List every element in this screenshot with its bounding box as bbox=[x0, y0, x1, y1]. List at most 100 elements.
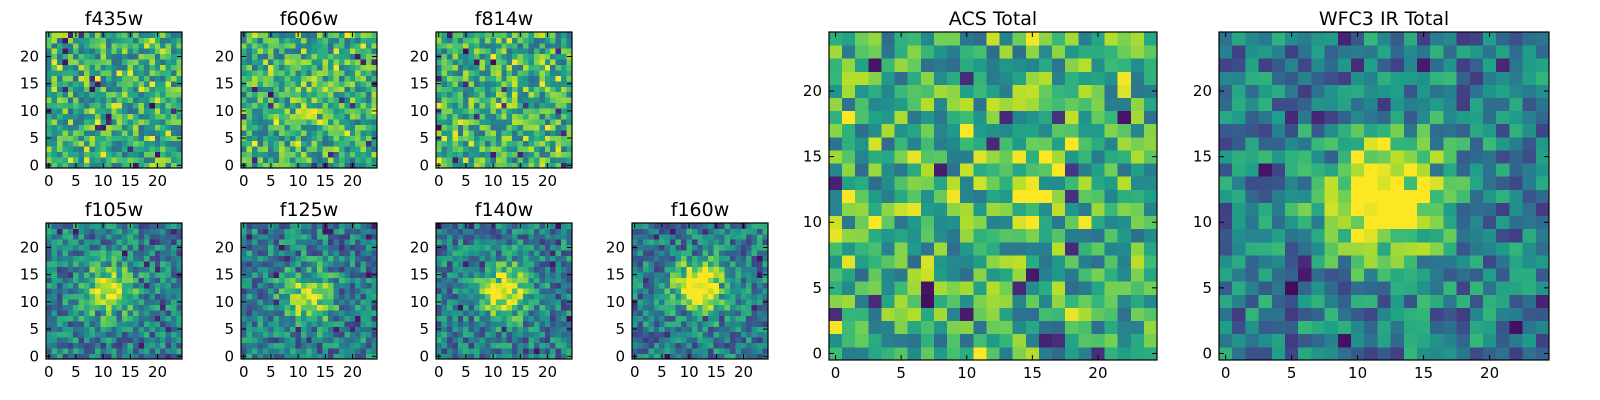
heatmap-cell bbox=[501, 261, 508, 267]
heatmap-cell bbox=[165, 320, 172, 327]
heatmap-cell bbox=[133, 32, 139, 38]
heatmap-cell bbox=[78, 119, 85, 125]
heatmap-cell bbox=[523, 113, 529, 120]
heatmap-cell bbox=[960, 320, 974, 335]
heatmap-cell bbox=[268, 337, 275, 344]
heatmap-cell bbox=[713, 337, 720, 344]
heatmap-cell bbox=[51, 140, 58, 147]
heatmap-cell bbox=[89, 70, 96, 76]
heatmap-cell bbox=[138, 140, 145, 147]
heatmap-cell bbox=[338, 250, 345, 257]
heatmap-cell bbox=[973, 241, 987, 256]
heatmap-cell bbox=[160, 239, 167, 246]
heatmap-cell bbox=[257, 64, 264, 71]
heatmap-cell bbox=[506, 331, 513, 338]
heatmap-cell bbox=[51, 250, 58, 257]
heatmap-cell bbox=[642, 353, 649, 360]
heatmap-cell bbox=[523, 157, 529, 163]
heatmap-cell bbox=[868, 150, 882, 164]
heatmap-cell bbox=[544, 293, 551, 300]
heatmap-cell bbox=[501, 293, 508, 300]
heatmap-cell bbox=[344, 337, 351, 344]
heatmap-cell bbox=[251, 162, 258, 169]
heatmap-cell bbox=[349, 48, 356, 55]
heatmap-cell bbox=[512, 37, 518, 44]
heatmap-cell bbox=[648, 233, 655, 240]
heatmap-cell bbox=[133, 223, 139, 229]
heatmap-cell bbox=[894, 333, 909, 348]
heatmap-cell bbox=[495, 119, 502, 125]
heatmap-cell bbox=[441, 124, 448, 131]
heatmap-cell bbox=[349, 228, 356, 235]
heatmap-cell bbox=[262, 326, 269, 333]
heatmap-cell bbox=[257, 146, 264, 153]
panel-title: f125w bbox=[280, 199, 339, 221]
y-tick-label: 10 bbox=[410, 102, 429, 120]
heatmap-cell bbox=[51, 113, 58, 120]
heatmap-cell bbox=[735, 261, 742, 267]
heatmap-cell bbox=[436, 91, 442, 98]
heatmap-cell bbox=[446, 261, 453, 267]
heatmap-cell bbox=[457, 119, 464, 125]
heatmap-cell bbox=[300, 223, 307, 229]
heatmap-cell bbox=[289, 108, 296, 114]
heatmap-cell bbox=[533, 32, 540, 38]
heatmap-cell bbox=[555, 255, 562, 262]
heatmap-cell bbox=[555, 239, 562, 246]
heatmap-cell bbox=[490, 97, 497, 104]
heatmap-cell bbox=[349, 59, 356, 66]
heatmap-cell bbox=[311, 239, 318, 246]
heatmap-cell bbox=[517, 75, 524, 82]
heatmap-cell bbox=[436, 42, 442, 49]
heatmap-cell bbox=[251, 304, 258, 311]
heatmap-cell bbox=[468, 293, 475, 300]
heatmap-cell bbox=[528, 255, 535, 262]
heatmap-cell bbox=[653, 228, 660, 235]
heatmap-cell bbox=[446, 223, 453, 229]
heatmap-cell bbox=[257, 353, 264, 360]
heatmap-cell bbox=[986, 307, 1000, 322]
heatmap-cell bbox=[62, 228, 69, 235]
heatmap-cell bbox=[523, 70, 529, 76]
heatmap-cell bbox=[51, 48, 58, 55]
heatmap-cell bbox=[171, 59, 177, 66]
heatmap-cell bbox=[366, 53, 372, 60]
heatmap-cell bbox=[506, 140, 513, 147]
heatmap-cell bbox=[116, 91, 123, 98]
heatmap-cell bbox=[1052, 241, 1066, 256]
heatmap-cell bbox=[349, 244, 356, 251]
heatmap-cell bbox=[691, 282, 698, 289]
heatmap-cell bbox=[506, 97, 513, 104]
heatmap-cell bbox=[999, 333, 1014, 348]
heatmap-cell bbox=[670, 244, 676, 251]
heatmap-cell bbox=[246, 342, 253, 349]
heatmap-cell bbox=[452, 86, 459, 93]
heatmap-cell bbox=[273, 342, 280, 349]
heatmap-cell bbox=[702, 277, 709, 284]
heatmap-cell bbox=[533, 151, 540, 158]
heatmap-cell bbox=[533, 244, 540, 251]
heatmap-cell bbox=[289, 244, 296, 251]
heatmap-cell bbox=[165, 119, 172, 125]
heatmap-cell bbox=[262, 119, 269, 125]
heatmap-cell bbox=[436, 348, 442, 354]
heatmap-cell bbox=[89, 304, 96, 311]
heatmap-cell bbox=[317, 42, 323, 49]
heatmap-cell bbox=[751, 233, 758, 240]
heatmap-cell bbox=[300, 342, 307, 349]
heatmap-cell bbox=[284, 304, 291, 311]
heatmap-cell bbox=[670, 223, 676, 229]
heatmap-cell bbox=[555, 228, 562, 235]
heatmap-cell bbox=[670, 228, 676, 235]
heatmap-cell bbox=[1091, 241, 1105, 256]
heatmap-cell bbox=[349, 124, 356, 131]
heatmap-cell bbox=[713, 261, 720, 267]
heatmap-cell bbox=[100, 282, 107, 289]
heatmap-cell bbox=[94, 80, 101, 87]
heatmap-cell bbox=[490, 261, 497, 267]
heatmap-cell bbox=[539, 119, 546, 125]
heatmap-cell bbox=[257, 91, 264, 98]
heatmap-cell bbox=[855, 333, 869, 348]
heatmap-cell bbox=[127, 337, 134, 344]
heatmap-cell bbox=[973, 281, 987, 295]
